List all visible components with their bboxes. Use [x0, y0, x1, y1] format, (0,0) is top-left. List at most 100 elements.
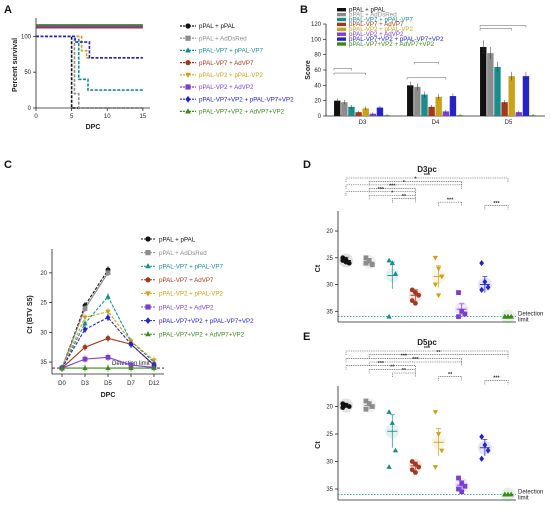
d-significance-bracket — [345, 184, 462, 189]
d-point-ppal-addsred — [363, 255, 369, 261]
d-point-ppal-vp7-vp2-ppal-vp7-vp2 — [479, 286, 485, 294]
e-point-ppal-ppal — [340, 405, 346, 410]
e-point-ppal-vp2-advp2 — [462, 483, 468, 489]
d-title: D3pc — [417, 165, 437, 174]
c-x-tick-label: D7 — [127, 381, 135, 387]
e-point-ppal-ppal — [346, 404, 352, 409]
c-point — [82, 306, 88, 311]
e-significance-label: *** — [424, 346, 431, 352]
c-legend-marker — [145, 277, 151, 283]
d-significance-label: * — [414, 177, 417, 183]
b-x-tick-label: D3 — [359, 120, 367, 126]
a-legend-entry: pPAL-VP7+VP2 + AdVP7+VP2 — [199, 109, 285, 116]
c-legend-marker — [145, 317, 151, 324]
a-legend-entry: pPAL-VP7+VP2 + pPAL-VP7+VP2 — [199, 96, 294, 103]
b-legend-swatch — [337, 22, 346, 27]
c-point — [151, 365, 157, 370]
b-y-tick-label: 0 — [318, 114, 322, 120]
e-point-ppal-vp7-ppal-vp7 — [386, 464, 392, 469]
b-y-tick-label: 100 — [311, 37, 322, 43]
b-bar-ppal-vp2-ppal-vp2 — [362, 108, 369, 116]
panel-label-a: A — [4, 4, 12, 16]
d-point-ppal-vp2-ppal-vp2 — [435, 293, 442, 299]
e-point-ppal-vp2-ppal-vp2 — [439, 448, 445, 454]
a-legend-marker — [185, 108, 191, 114]
e-y-axis-title: Ct — [315, 441, 322, 449]
c-point — [105, 270, 111, 276]
b-legend-swatch — [337, 17, 346, 22]
a-y-axis-title: Percent survival — [12, 38, 19, 92]
c-point — [128, 365, 134, 370]
c-point — [82, 344, 88, 350]
c-point — [82, 365, 88, 370]
b-legend-entry: pPAL-VP7 + pPAL-VP7 — [349, 16, 413, 23]
d-significance-bracket — [368, 188, 416, 193]
e-point-ppal-vp7-vp2-ppal-vp7-vp2 — [479, 455, 485, 462]
c-legend-entry: pPAL-VP2 + pPAL-VP2 — [159, 291, 223, 298]
e-point-ppal-vp7-ppal-vp7 — [392, 447, 399, 453]
e-significance-label: *** — [378, 361, 385, 367]
e-significance-bracket — [392, 372, 416, 377]
c-legend-marker — [145, 236, 151, 242]
a-legend-marker — [185, 95, 191, 103]
e-point-ppal-addsred — [363, 406, 369, 412]
c-y-tick-label: 20 — [40, 271, 47, 277]
e-point-ppal-vp2-ppal-vp2 — [432, 410, 439, 415]
d-y-tick-label: 25 — [326, 256, 333, 262]
c-x-tick-label: D5 — [104, 381, 112, 387]
c-point — [105, 365, 111, 370]
a-x-tick-label: 0 — [34, 114, 38, 120]
c-legend-entry: pPAL + AdDsRed — [159, 250, 207, 257]
a-legend-marker — [185, 35, 191, 41]
e-title: D5pc — [417, 338, 437, 347]
panel-label-d: D — [303, 159, 311, 171]
e-significance-bracket — [484, 380, 509, 385]
a-legend-marker — [185, 47, 191, 53]
d-detection-limit-label-line-1: Detection — [518, 312, 543, 318]
b-legend-entry: pPAL-VP7+VP2 + AdVP7+VP2 — [349, 41, 435, 48]
c-legend-marker — [145, 250, 151, 256]
b-legend-entry: pPAL-VP7+VP2 + pPAL-VP7+VP2 — [349, 36, 444, 43]
b-legend-swatch — [337, 27, 346, 31]
e-significance-bracket — [368, 354, 509, 359]
b-legend-swatch — [337, 32, 346, 36]
e-point-ppal-vp7-advp7 — [409, 467, 415, 473]
b-significance-bracket — [479, 28, 512, 31]
e-detection-limit-label-line-1: Detection — [518, 490, 543, 496]
c-legend-marker — [145, 304, 151, 310]
a-x-tick-label: 15 — [140, 114, 147, 120]
b-bar-ppal-vp7-advp7 — [428, 106, 435, 116]
panel-a-survival-chart: 0 50 100 0 5 10 15 DPC Percent survival pPAL + pP… — [12, 18, 294, 131]
e-significance-label: ** — [402, 368, 407, 374]
b-legend-entry: pPAL-VP7 + AdVP7 — [349, 21, 404, 28]
e-significance-label: *** — [401, 354, 408, 360]
c-y-tick-label: 30 — [40, 330, 47, 336]
d-significance-bracket — [484, 205, 509, 210]
b-significance-bracket — [406, 77, 447, 80]
b-bar-ppal-vp2-ppal-vp2 — [508, 76, 515, 116]
c-legend-marker — [145, 331, 151, 337]
d-significance-bracket — [392, 198, 416, 203]
c-point — [105, 293, 111, 299]
a-legend-entry: pPAL + pPAL — [199, 23, 236, 30]
d-significance-label: *** — [447, 197, 454, 203]
e-significance-bracket — [345, 358, 462, 363]
e-significance-bracket — [368, 369, 416, 374]
d-significance-bracket — [438, 201, 462, 207]
d-point-ppal-vp7-vp2-advp7-vp2 — [505, 313, 511, 319]
e-point-ppal-vp2-advp2 — [456, 486, 461, 492]
d-point-ppal-vp2-ppal-vp2 — [439, 274, 445, 280]
e-y-tick-label: 20 — [326, 405, 333, 411]
b-bar-ppal-vp2-advp2 — [442, 111, 450, 116]
e-y-tick-label: 30 — [326, 460, 333, 466]
a-series-line-ppal-vp7-vp2-ppal-vp7-vp2 — [36, 35, 143, 59]
c-legend-marker — [145, 263, 151, 269]
b-bar-ppal-vp2-ppal-vp2 — [435, 96, 442, 116]
e-significance-label: *** — [493, 376, 500, 382]
b-bar-ppal-vp7-advp7 — [355, 112, 362, 116]
c-x-tick-label: D3 — [81, 381, 89, 387]
c-point — [82, 326, 88, 333]
panel-d-scatter-chart: D3pc20253035CtDetectionlimit************… — [315, 165, 543, 324]
d-y-tick-label: 20 — [326, 229, 333, 235]
